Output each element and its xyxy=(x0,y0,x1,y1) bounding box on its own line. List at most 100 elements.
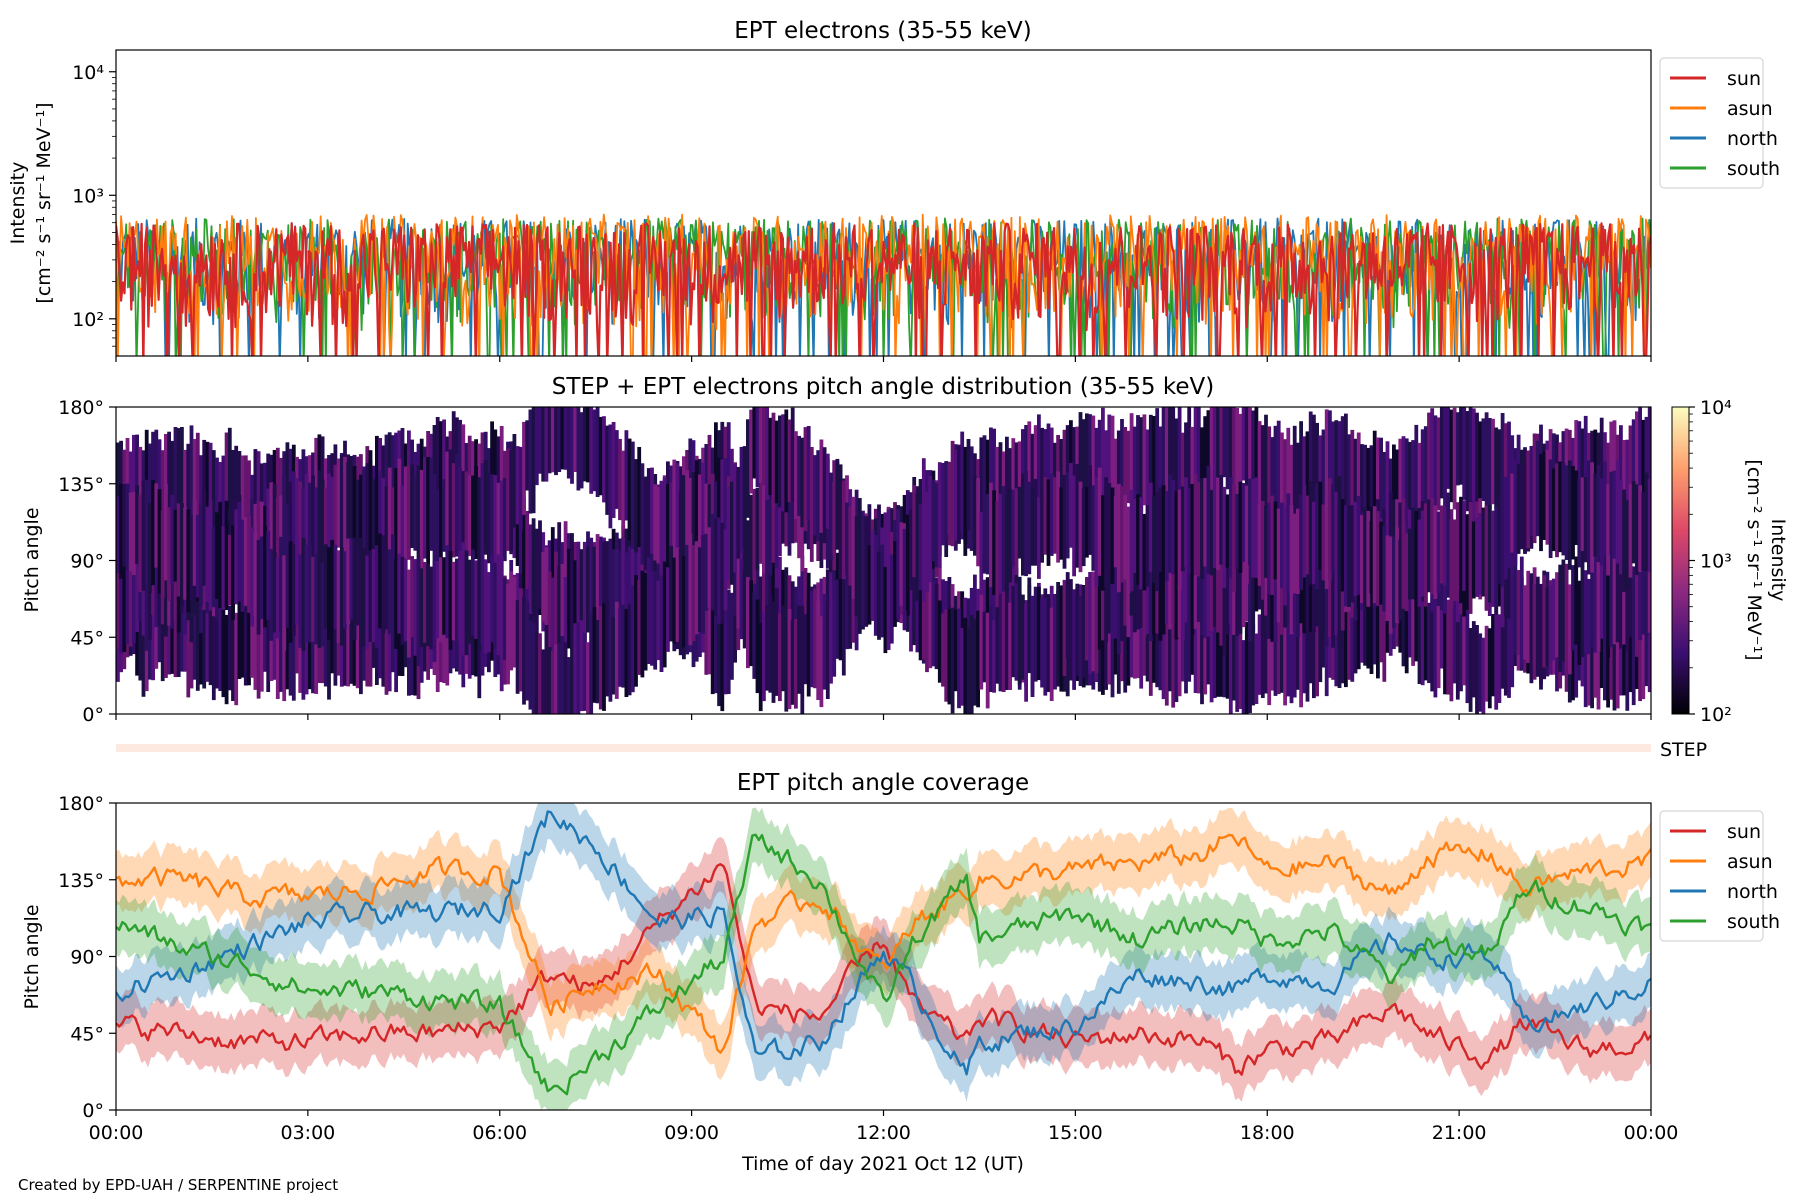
pad-cell-north xyxy=(1232,552,1236,635)
pad-cell-sun xyxy=(384,590,389,695)
pad-cell-south xyxy=(525,601,530,701)
pad-cell-north xyxy=(921,571,926,660)
pad-cell-south xyxy=(746,419,750,518)
pad-cell-south xyxy=(867,545,872,625)
pad-cell-south xyxy=(471,549,475,636)
pad-cell-asun xyxy=(202,439,207,534)
footer-credit: Created by EPD-UAH / SERPENTINE project xyxy=(18,1176,338,1194)
pad-cell-south xyxy=(1334,491,1339,571)
pad-cell-south xyxy=(637,580,642,675)
pad-cell-asun xyxy=(1244,407,1249,489)
pad-cell-north xyxy=(419,470,424,573)
pad-cell-south xyxy=(320,562,325,647)
y-tick-label: 90° xyxy=(70,551,104,573)
pad-cell-south xyxy=(1366,511,1371,607)
pad-cell-sun xyxy=(1622,615,1626,696)
pad-cell-asun xyxy=(1037,414,1041,510)
pad-cell-asun xyxy=(1401,436,1406,551)
pad-cell-north xyxy=(602,416,606,503)
series-north xyxy=(116,810,1651,1076)
pad-cell-south xyxy=(602,603,606,711)
pad-cell-north xyxy=(1583,570,1588,653)
pad-cell-south xyxy=(739,446,744,553)
pad-cell-north xyxy=(387,467,392,564)
pad-cell-sun xyxy=(1628,606,1633,693)
pad-cell-south xyxy=(1516,464,1521,554)
pad-cell-south xyxy=(1446,492,1451,592)
pad-cell-sun xyxy=(1225,624,1230,699)
pad-cell-south xyxy=(1132,499,1137,573)
pad-cell-sun xyxy=(138,576,143,681)
pad-cell-asun xyxy=(160,450,165,545)
pad-cell-north xyxy=(1014,583,1019,681)
pad-cell-asun xyxy=(1164,407,1169,515)
pad-cell-south xyxy=(873,534,878,636)
pad-cell-north xyxy=(1222,543,1227,656)
pad-cell-south xyxy=(1475,517,1479,597)
pad-cell-south xyxy=(1340,499,1345,592)
pad-cell-north xyxy=(458,467,462,566)
pad-cell-north xyxy=(442,479,446,552)
pad-cell-south xyxy=(502,577,507,660)
pad-cell-sun xyxy=(1177,598,1182,697)
pad-cell-asun xyxy=(1014,442,1019,521)
pad-cell-south xyxy=(538,633,542,714)
pad-cell-south xyxy=(576,622,581,714)
pad-cell-south xyxy=(1398,539,1403,621)
pad-cell-north xyxy=(451,463,456,558)
pad-cell-sun xyxy=(397,596,402,676)
band-asun xyxy=(116,807,1651,1080)
pad-cell-sun xyxy=(1379,580,1383,663)
pad-cell-south xyxy=(1312,501,1316,585)
pad-cell-south xyxy=(1200,478,1204,580)
pad-cell-asun xyxy=(208,442,213,542)
pad-cell-north xyxy=(467,475,472,557)
pad-cell-south xyxy=(1008,488,1012,583)
pad-cell-sun xyxy=(1257,614,1262,695)
pad-cell-north xyxy=(1116,545,1121,655)
pad-cell-south xyxy=(1120,486,1124,583)
pad-cell-south xyxy=(928,476,933,583)
pad-cell-asun xyxy=(1046,423,1051,519)
legend2-south-label: south xyxy=(1727,911,1780,933)
pad-cell-south xyxy=(263,525,267,628)
pad-cell-south xyxy=(458,551,462,642)
pad-cell-south xyxy=(717,517,721,624)
pad-cell-sun xyxy=(1270,596,1275,691)
pad-cell-south xyxy=(825,453,830,529)
pad-cell-south xyxy=(1603,461,1607,556)
pad-cell-sun xyxy=(1427,602,1431,684)
pad-cell-north xyxy=(512,434,517,528)
pad-cell-south xyxy=(1286,493,1291,594)
pad-cell-south xyxy=(691,545,696,642)
pad-cell-north xyxy=(595,407,600,497)
pad-cell-north xyxy=(1564,563,1569,664)
series-sun xyxy=(116,863,1651,1076)
pad-cell-south xyxy=(800,437,805,528)
pad-cell-north xyxy=(1644,552,1649,636)
pad-cell-south xyxy=(771,412,776,509)
pad-cell-asun xyxy=(723,601,728,695)
pad-cell-sun xyxy=(1487,628,1492,709)
pad-cell-south xyxy=(1305,495,1310,575)
pad-cell-sun xyxy=(1344,583,1348,688)
pad-cell-asun xyxy=(1203,416,1208,516)
pad-cell-south xyxy=(1471,521,1476,599)
pad-cell-asun xyxy=(231,450,235,532)
pad-cell-asun xyxy=(1187,407,1192,505)
pad-cell-north xyxy=(1318,548,1323,634)
pad-cell-south xyxy=(608,613,613,702)
pad-cell-asun xyxy=(1273,425,1278,516)
pad-cell-south xyxy=(1139,497,1144,590)
series-south xyxy=(116,833,1651,1096)
pad-cell-north xyxy=(323,487,328,569)
pad-cell-sun xyxy=(1334,593,1339,687)
pad-cell-north xyxy=(794,619,798,709)
pad-cell-asun xyxy=(595,534,600,626)
pad-cell-north xyxy=(573,407,578,472)
pad-cell-south xyxy=(1452,519,1457,602)
pad-cell-asun xyxy=(195,432,200,521)
pad-cell-north xyxy=(1101,549,1105,641)
pad-cell-north xyxy=(774,587,779,696)
pad-cell-south xyxy=(467,559,472,644)
